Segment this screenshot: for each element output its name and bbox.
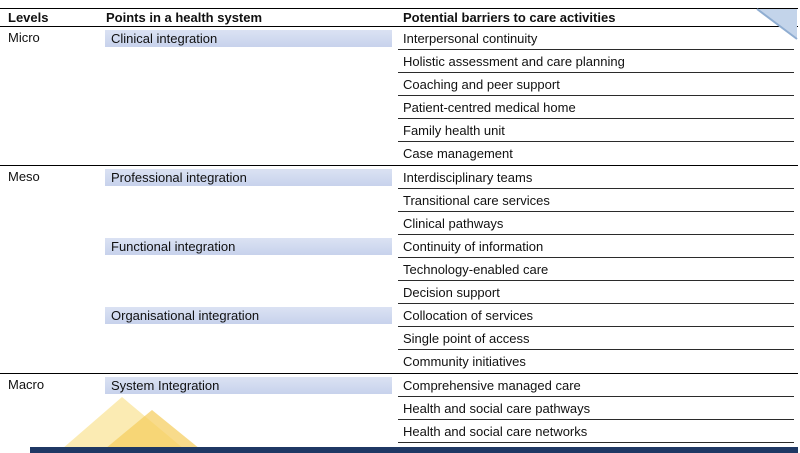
table-row: Micro Clinical integration Interpersonal c… xyxy=(0,27,798,50)
barrier-item: Health and social care networks xyxy=(398,420,794,443)
level-cell-empty xyxy=(0,350,100,373)
table-row: Health and social care pathways xyxy=(0,397,798,420)
table-row: Transitional care services xyxy=(0,189,798,212)
level-label: Meso xyxy=(8,169,40,184)
level-section: Macro System Integration Comprehensive man… xyxy=(0,373,798,443)
table-row: Functional integration Continuity of info… xyxy=(0,235,798,258)
barrier-item: Technology-enabled care xyxy=(398,258,794,281)
mountain-dark-triangle xyxy=(105,410,200,449)
barrier-item: Interpersonal continuity xyxy=(398,27,794,50)
integration-point-box: System Integration xyxy=(105,377,392,394)
bottom-bar-decoration xyxy=(30,447,798,453)
barrier-item: Collocation of services xyxy=(398,304,794,327)
integration-table: Levels Points in a health system Potenti… xyxy=(0,8,798,443)
barrier-item: Family health unit xyxy=(398,119,794,142)
table-row: Patient-centred medical home xyxy=(0,96,798,119)
point-cell xyxy=(100,189,398,212)
table-row: Single point of access xyxy=(0,327,798,350)
table-row: Clinical pathways xyxy=(0,212,798,235)
header-barriers: Potential barriers to care activities xyxy=(403,10,616,25)
point-cell: System Integration xyxy=(100,374,398,397)
level-section: Micro Clinical integration Interpersonal c… xyxy=(0,27,798,165)
point-cell xyxy=(100,212,398,235)
level-cell-empty xyxy=(0,212,100,235)
table-row: Health and social care networks xyxy=(0,420,798,443)
table-row: Family health unit xyxy=(0,119,798,142)
point-cell: Functional integration xyxy=(100,235,398,258)
table-row: Organisational integration Collocation of… xyxy=(0,304,798,327)
table-row: Holistic assessment and care planning xyxy=(0,50,798,73)
table-row: Technology-enabled care xyxy=(0,258,798,281)
integration-point-box: Professional integration xyxy=(105,169,392,186)
point-cell xyxy=(100,327,398,350)
barrier-item: Community initiatives xyxy=(403,354,526,369)
point-cell: Professional integration xyxy=(100,166,398,189)
point-cell xyxy=(100,119,398,142)
point-cell xyxy=(100,350,398,373)
barrier-item: Decision support xyxy=(398,281,794,304)
level-cell-empty xyxy=(0,73,100,96)
header-points: Points in a health system xyxy=(106,10,263,25)
level-section: Meso Professional integration Interdiscipl… xyxy=(0,165,798,373)
level-cell-empty xyxy=(0,142,100,165)
table-header-row: Levels Points in a health system Potenti… xyxy=(0,8,798,27)
table-row: Coaching and peer support xyxy=(0,73,798,96)
table-row: Case management xyxy=(0,142,798,165)
barrier-item: Transitional care services xyxy=(398,189,794,212)
level-cell-empty xyxy=(0,119,100,142)
table-body: Micro Clinical integration Interpersonal c… xyxy=(0,27,798,443)
table-row: Decision support xyxy=(0,281,798,304)
barrier-item: Holistic assessment and care planning xyxy=(398,50,794,73)
point-cell xyxy=(100,96,398,119)
point-cell xyxy=(100,281,398,304)
level-cell-empty xyxy=(0,304,100,327)
barrier-item: Clinical pathways xyxy=(398,212,794,235)
barrier-item: Comprehensive managed care xyxy=(398,374,794,397)
integration-point-box: Clinical integration xyxy=(105,30,392,47)
corner-fold-icon xyxy=(756,8,798,40)
level-cell-empty xyxy=(0,50,100,73)
level-label: Macro xyxy=(8,377,45,392)
level-cell-empty xyxy=(0,96,100,119)
point-cell xyxy=(100,258,398,281)
barrier-item: Health and social care pathways xyxy=(398,397,794,420)
integration-point-box: Organisational integration xyxy=(105,307,392,324)
point-cell xyxy=(100,73,398,96)
level-cell-empty xyxy=(0,258,100,281)
barrier-item: Patient-centred medical home xyxy=(398,96,794,119)
integration-point-box: Functional integration xyxy=(105,238,392,255)
barrier-item: Coaching and peer support xyxy=(398,73,794,96)
point-cell: Organisational integration xyxy=(100,304,398,327)
level-cell-empty xyxy=(0,235,100,258)
level-cell-empty xyxy=(0,281,100,304)
table-row: Meso Professional integration Interdiscipl… xyxy=(0,166,798,189)
level-cell-empty xyxy=(0,327,100,350)
barrier-item: Interdisciplinary teams xyxy=(398,166,794,189)
table-row: Community initiatives xyxy=(0,350,798,373)
level-label: Micro xyxy=(8,30,40,45)
point-cell xyxy=(100,50,398,73)
barrier-item: Case management xyxy=(403,146,513,161)
point-cell: Clinical integration xyxy=(100,27,398,50)
mountains-decoration xyxy=(62,397,200,449)
point-cell xyxy=(100,142,398,165)
table-row: Macro System Integration Comprehensive man… xyxy=(0,374,798,397)
level-cell-empty xyxy=(0,189,100,212)
header-levels: Levels xyxy=(8,10,49,25)
barrier-item: Single point of access xyxy=(398,327,794,350)
barrier-item: Continuity of information xyxy=(398,235,794,258)
